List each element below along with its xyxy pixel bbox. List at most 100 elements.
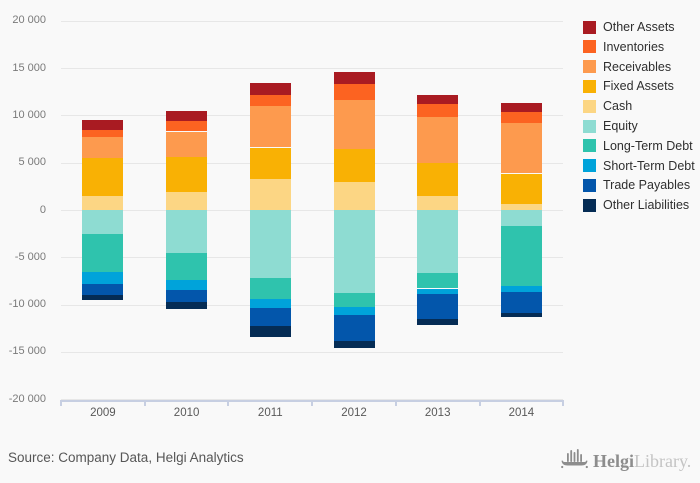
bar-segment-inventories[interactable]	[249, 94, 291, 106]
x-axis-tick	[394, 400, 397, 406]
bar-segment-fixed-assets[interactable]	[249, 147, 291, 180]
legend-item-inventories[interactable]: Inventories	[583, 40, 664, 54]
bar-segment-receivables[interactable]	[500, 123, 542, 174]
bar-segment-equity[interactable]	[249, 210, 291, 279]
legend-swatch	[583, 159, 596, 173]
bar-segment-inventories[interactable]	[82, 129, 124, 138]
bar-segment-fixed-assets[interactable]	[333, 149, 375, 183]
bar-segment-other-liabilities[interactable]	[249, 325, 291, 337]
bar-segment-other-assets[interactable]	[333, 71, 375, 85]
x-axis-label: 2014	[508, 407, 535, 419]
bar-segment-receivables[interactable]	[333, 99, 375, 149]
bar-segment-other-liabilities[interactable]	[333, 341, 375, 349]
bar-segment-short-term-debt[interactable]	[333, 307, 375, 315]
bar-segment-other-assets[interactable]	[249, 83, 291, 95]
bar-segment-cash[interactable]	[500, 204, 542, 210]
legend-swatch	[583, 119, 596, 133]
bar-segment-receivables[interactable]	[417, 117, 459, 164]
bar-segment-inventories[interactable]	[500, 111, 542, 124]
legend-item-trade-payables[interactable]: Trade Payables	[583, 178, 690, 192]
bar-segment-short-term-debt[interactable]	[249, 298, 291, 308]
bar-segment-cash[interactable]	[166, 191, 208, 210]
source-text: Source: Company Data, Helgi Analytics	[8, 450, 244, 465]
gridline	[61, 304, 564, 306]
bar-segment-fixed-assets[interactable]	[166, 156, 208, 192]
bar-segment-cash[interactable]	[82, 195, 124, 210]
gridline	[61, 351, 564, 353]
bar-segment-trade-payables[interactable]	[333, 315, 375, 341]
bar-segment-receivables[interactable]	[249, 105, 291, 148]
logo-text: HelgiLibrary.	[593, 447, 691, 475]
x-axis-tick	[60, 400, 62, 406]
bar-segment-equity[interactable]	[82, 210, 124, 235]
legend-swatch	[583, 198, 596, 212]
bar-segment-trade-payables[interactable]	[166, 289, 208, 302]
bar-segment-other-assets[interactable]	[417, 94, 459, 104]
bar-segment-cash[interactable]	[333, 182, 375, 210]
legend-item-cash[interactable]: Cash	[583, 99, 632, 113]
x-axis-label: 2013	[424, 407, 451, 419]
bar-segment-long-term-debt[interactable]	[500, 226, 542, 287]
bar-segment-short-term-debt[interactable]	[417, 288, 459, 295]
legend-item-other-assets[interactable]: Other Assets	[583, 20, 675, 34]
bar-segment-other-assets[interactable]	[500, 103, 542, 112]
bar-segment-other-liabilities[interactable]	[417, 319, 459, 326]
gridline	[61, 210, 564, 211]
x-axis-label: 2010	[173, 407, 200, 419]
bar-segment-long-term-debt[interactable]	[333, 293, 375, 308]
bar-segment-short-term-debt[interactable]	[82, 272, 124, 284]
bar-segment-short-term-debt[interactable]	[500, 286, 542, 292]
legend-swatch	[583, 79, 596, 93]
legend-item-long-term-debt[interactable]: Long-Term Debt	[583, 139, 693, 153]
bar-segment-trade-payables[interactable]	[82, 283, 124, 295]
legend-label: Cash	[603, 99, 633, 114]
bar-segment-equity[interactable]	[333, 210, 375, 294]
bar-segment-trade-payables[interactable]	[500, 291, 542, 314]
helgi-library-logo: HelgiLibrary.	[560, 444, 691, 477]
legend-swatch	[583, 139, 596, 153]
bar-segment-long-term-debt[interactable]	[166, 252, 208, 280]
bar-segment-equity[interactable]	[166, 210, 208, 253]
legend-swatch	[583, 40, 596, 54]
bar-segment-other-assets[interactable]	[166, 110, 208, 122]
bar-segment-other-liabilities[interactable]	[166, 301, 208, 310]
bar-segment-equity[interactable]	[500, 210, 542, 227]
ship-icon	[560, 444, 588, 477]
gridline	[61, 20, 564, 22]
bar-segment-receivables[interactable]	[82, 137, 124, 158]
bar-segment-fixed-assets[interactable]	[82, 158, 124, 196]
legend-label: Equity	[603, 119, 638, 133]
bar-segment-other-assets[interactable]	[82, 120, 124, 130]
bar-segment-long-term-debt[interactable]	[417, 273, 459, 289]
legend-swatch	[583, 20, 596, 34]
y-axis-label: -15 000	[8, 345, 46, 358]
legend-item-short-term-debt[interactable]: Short-Term Debt	[583, 159, 695, 173]
legend-item-receivables[interactable]: Receivables	[583, 60, 671, 74]
bar-segment-receivables[interactable]	[166, 131, 208, 157]
x-axis-tick	[311, 400, 314, 406]
bar-segment-cash[interactable]	[249, 179, 291, 210]
bar-segment-trade-payables[interactable]	[249, 307, 291, 326]
bar-segment-inventories[interactable]	[166, 121, 208, 132]
legend-item-fixed-assets[interactable]: Fixed Assets	[583, 79, 674, 93]
bar-segment-other-liabilities[interactable]	[500, 313, 542, 317]
y-axis-label: 10 000	[12, 108, 46, 121]
bar-segment-fixed-assets[interactable]	[417, 163, 459, 196]
y-axis-label: -10 000	[8, 298, 46, 311]
legend-item-equity[interactable]: Equity	[583, 119, 638, 133]
bar-segment-long-term-debt[interactable]	[82, 234, 124, 272]
bar-segment-fixed-assets[interactable]	[500, 173, 542, 205]
x-axis-tick	[478, 400, 481, 406]
x-axis-tick	[562, 400, 565, 406]
bar-segment-inventories[interactable]	[417, 103, 459, 118]
legend-item-other-liabilities[interactable]: Other Liabilities	[583, 198, 689, 212]
bar-segment-short-term-debt[interactable]	[166, 280, 208, 290]
bar-segment-inventories[interactable]	[333, 84, 375, 100]
bar-segment-trade-payables[interactable]	[417, 294, 459, 320]
legend-label: Inventories	[603, 39, 665, 54]
bar-segment-other-liabilities[interactable]	[82, 294, 124, 300]
bar-segment-cash[interactable]	[417, 195, 459, 210]
bar-segment-equity[interactable]	[417, 210, 459, 274]
bar-segment-long-term-debt[interactable]	[249, 278, 291, 299]
gridline	[61, 257, 564, 259]
